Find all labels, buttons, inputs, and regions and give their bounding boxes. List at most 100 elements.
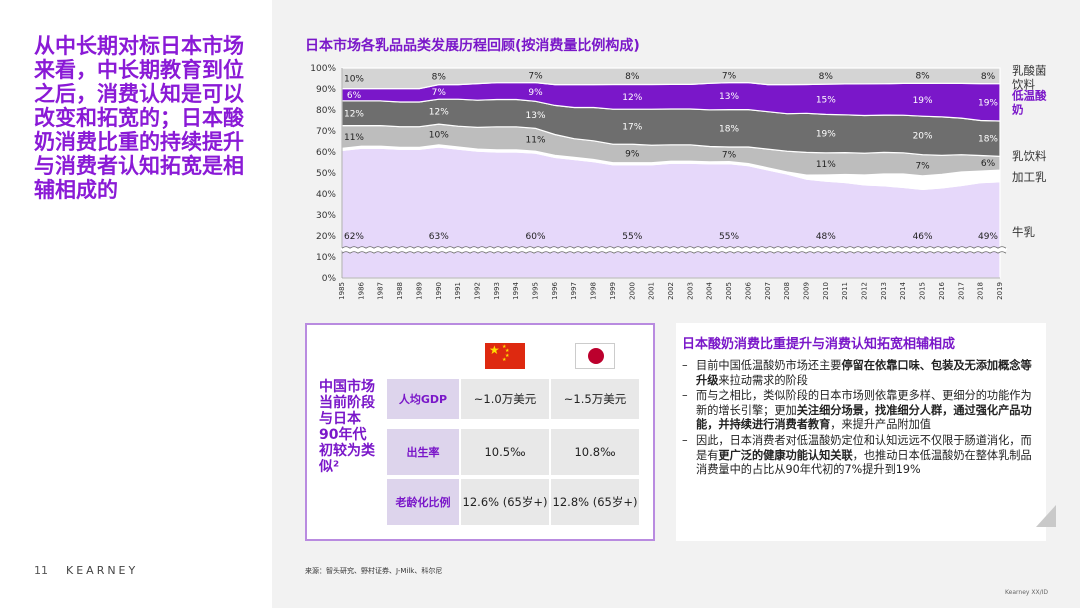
y-tick-label: 10% [316, 253, 336, 263]
x-tick-label: 2016 [938, 281, 946, 299]
data-label: 6% [347, 91, 362, 101]
x-tick-label: 2001 [648, 282, 656, 300]
y-tick-label: 70% [316, 127, 336, 137]
y-tick-label: 60% [316, 148, 336, 158]
data-label: 60% [526, 232, 546, 242]
x-tick-label: 2015 [919, 282, 927, 300]
legend-label: 乳饮料 [1012, 149, 1047, 163]
row-label-gdp: 人均GDP [387, 379, 459, 419]
x-tick-label: 2009 [802, 282, 810, 300]
japan-gdp-value: ~1.5万美元 [551, 379, 639, 419]
china-aging-value: 12.6% (65岁+) [461, 479, 549, 525]
data-label: 12% [622, 93, 642, 103]
x-tick-label: 1996 [551, 281, 559, 299]
footer-code: Kearney XX/ID [1005, 589, 1048, 596]
data-label: 8% [625, 72, 640, 82]
page-number: 11 [34, 564, 48, 577]
x-tick-label: 2011 [841, 282, 849, 300]
y-tick-label: 80% [316, 106, 336, 116]
data-label: 12% [429, 108, 449, 118]
x-tick-label: 1989 [415, 282, 423, 300]
x-tick-label: 1991 [454, 282, 462, 300]
data-label: 9% [625, 149, 640, 159]
stacked-area-chart: 0% 10% 20% 30% 40% 50% 60% 70% 80% 90% 100% 1985 198… [310, 63, 1047, 300]
x-tick-label: 1985 [338, 282, 346, 300]
data-label: 19% [816, 130, 836, 140]
bullet-item: 目前中国低温酸奶市场还主要停留在依靠口味、包装及无添加概念等升级来拉动需求的阶段 [682, 359, 1038, 388]
legend-label: 乳酸菌饮料 [1012, 63, 1047, 91]
x-tick-label: 1993 [493, 282, 501, 300]
x-tick-label: 1986 [357, 281, 365, 299]
x-tick-label: 1995 [532, 282, 540, 300]
data-label: 8% [819, 72, 834, 82]
x-tick-label: 1990 [435, 282, 443, 300]
x-tick-label: 2006 [744, 281, 752, 299]
x-tick-label: 2014 [899, 281, 907, 299]
y-tick-label: 90% [316, 85, 336, 95]
legend-label: 低温酸奶 [1011, 89, 1047, 117]
source-note: 来源：智头研究、野村证券、J-Milk、科尔尼 [305, 567, 443, 575]
data-label: 7% [915, 161, 930, 171]
data-label: 8% [915, 72, 930, 82]
x-tick-label: 2007 [764, 282, 772, 300]
row-label-birth-rate: 出生率 [387, 429, 459, 475]
data-label: 12% [344, 109, 364, 119]
data-label: 7% [722, 150, 737, 160]
data-label: 15% [816, 95, 836, 105]
bullet-item: 而与之相比，类似阶段的日本市场则依靠更多样、更细分的功能作为新的增长引擎；更加关… [682, 389, 1038, 433]
x-tick-label: 2010 [822, 282, 830, 300]
x-tick-label: 1999 [609, 282, 617, 300]
data-label: 13% [719, 92, 739, 102]
x-tick-label: 1987 [377, 282, 385, 300]
area-series-5 [341, 67, 1001, 90]
left-panel [0, 0, 272, 608]
legend-label: 牛乳 [1012, 225, 1035, 239]
data-label: 62% [344, 232, 364, 242]
x-tick-label: 2008 [783, 282, 791, 300]
commentary-panel: 日本酸奶消费比重提升与消费认知拓宽相辅相成 目前中国低温酸奶市场还主要停留在依靠… [676, 323, 1046, 541]
y-tick-label: 30% [316, 211, 336, 221]
x-tick-label: 2013 [880, 282, 888, 300]
japan-birth-rate-value: 10.8‰ [551, 429, 639, 475]
data-label: 7% [432, 88, 447, 98]
japan-aging-value: 12.8% (65岁+) [551, 479, 639, 525]
data-label: 11% [344, 133, 364, 143]
data-label: 55% [719, 232, 739, 242]
chart-title: 日本市场各乳品品类发展历程回顾(按消费量比例构成) [305, 38, 640, 54]
x-tick-label: 1992 [473, 282, 481, 300]
data-label: 10% [344, 74, 364, 84]
row-label-aging: 老龄化比例 [387, 479, 459, 525]
data-label: 63% [429, 232, 449, 242]
data-label: 19% [913, 96, 933, 106]
x-tick-label: 2012 [861, 282, 869, 300]
brand-logo: KEARNEY [66, 564, 139, 577]
y-tick-label: 20% [316, 232, 336, 242]
data-label: 48% [816, 232, 836, 242]
data-label: 55% [622, 232, 642, 242]
commentary-bullets: 目前中国低温酸奶市场还主要停留在依靠口味、包装及无添加概念等升级来拉动需求的阶段… [682, 359, 1038, 479]
x-tick-label: 2019 [996, 282, 1004, 300]
data-label: 7% [528, 71, 543, 81]
x-tick-label: 1997 [570, 282, 578, 300]
japan-flag-icon [575, 343, 615, 369]
x-tick-label: 1988 [396, 282, 404, 300]
data-label: 8% [432, 72, 447, 82]
x-tick-label: 2004 [706, 281, 714, 299]
data-label: 46% [913, 232, 933, 242]
data-label: 11% [526, 136, 546, 146]
axis-break-line [341, 246, 1007, 249]
data-label: 8% [981, 72, 996, 82]
china-birth-rate-value: 10.5‰ [461, 429, 549, 475]
x-tick-label: 2003 [686, 282, 694, 300]
data-label: 20% [913, 131, 933, 141]
x-tick-label: 2000 [628, 282, 636, 300]
data-label: 10% [429, 131, 449, 141]
axis-break-band [340, 246, 1008, 254]
x-tick-label: 2005 [725, 282, 733, 300]
data-label: 17% [622, 123, 642, 133]
y-tick-label: 100% [310, 64, 336, 74]
commentary-title: 日本酸奶消费比重提升与消费认知拓宽相辅相成 [682, 337, 956, 352]
data-label: 13% [526, 111, 546, 121]
data-label: 19% [978, 98, 998, 108]
y-tick-label: 50% [316, 169, 336, 179]
